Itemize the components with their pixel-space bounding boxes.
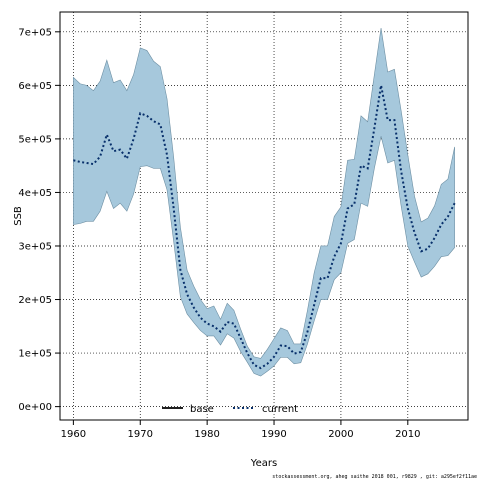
y-axis: 0e+00 1e+05 2e+05 3e+05 4e+05 5e+05 6e+05 7e+05: [18, 27, 60, 413]
grid-lines: [60, 12, 468, 420]
y-tick-label-1: 1e+05: [18, 349, 52, 360]
x-tick-label-1990: 1990: [261, 429, 286, 440]
plot-frame: [59, 11, 469, 421]
confidence-band: [73, 28, 455, 377]
legend-current-label: current: [262, 404, 298, 415]
x-axis: 1960 1970 1980 1990 2000 2010: [61, 420, 421, 440]
y-tick-label-3: 3e+05: [18, 241, 52, 252]
y-tick-label-7: 7e+05: [18, 27, 52, 38]
y-tick-label-5: 5e+05: [18, 134, 52, 145]
x-tick-label-1960: 1960: [61, 429, 86, 440]
x-tick-label-2010: 2010: [395, 429, 420, 440]
y-tick-label-4: 4e+05: [18, 188, 52, 199]
x-tick-label-1980: 1980: [194, 429, 219, 440]
credit-text: stockassessment.org, aheg saithe 2018 00…: [272, 474, 477, 480]
series-current-line: [73, 85, 456, 370]
x-tick-label-1970: 1970: [128, 429, 153, 440]
y-tick-label-0: 0e+00: [18, 402, 52, 413]
x-tick-label-2000: 2000: [328, 429, 353, 440]
legend: base current: [162, 404, 298, 415]
legend-base-label: base: [190, 404, 214, 415]
y-tick-label-2: 2e+05: [18, 295, 52, 306]
y-tick-label-6: 6e+05: [18, 81, 52, 92]
y-axis-title: SSB: [13, 206, 24, 226]
x-axis-title: Years: [250, 458, 277, 469]
